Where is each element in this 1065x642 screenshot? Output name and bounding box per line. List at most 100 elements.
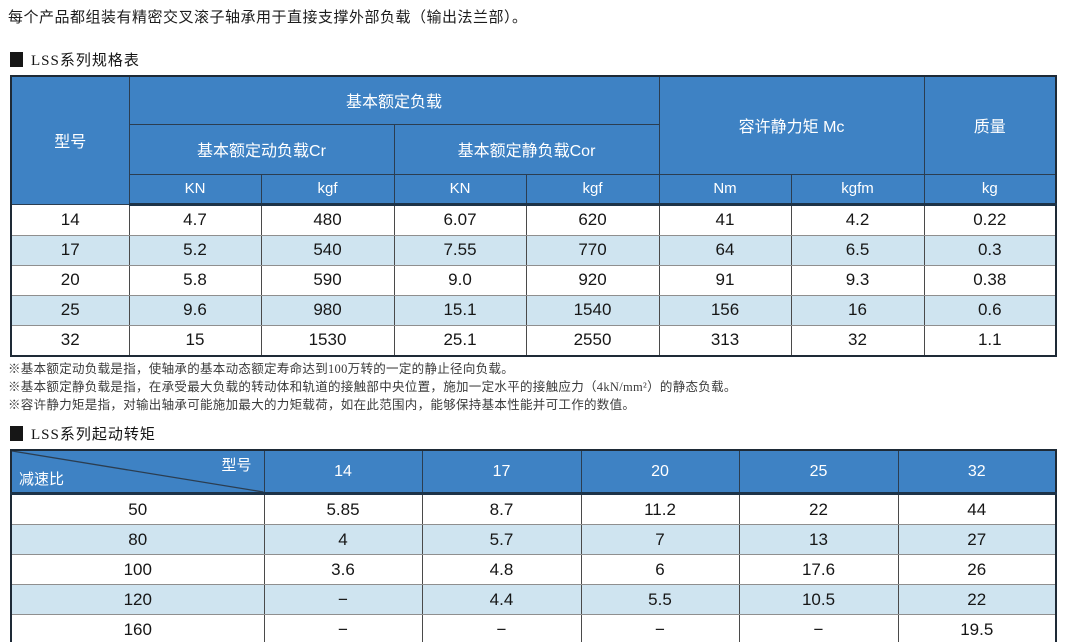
section-title-spec: LSS系列规格表 bbox=[10, 49, 140, 70]
value-cell: 6.07 bbox=[393, 203, 527, 236]
value-cell: 5.85 bbox=[263, 493, 423, 525]
value-cell: 9.6 bbox=[128, 294, 262, 326]
value-cell: 6 bbox=[580, 554, 740, 585]
value-cell: 5.5 bbox=[580, 584, 740, 615]
corner-label-model: 型号 bbox=[221, 457, 252, 474]
ratio-cell: 50 bbox=[10, 493, 265, 525]
model-column-header: 25 bbox=[738, 449, 899, 495]
model-cell: 25 bbox=[10, 294, 130, 326]
value-cell: − bbox=[263, 584, 423, 615]
value-cell: 26 bbox=[897, 554, 1057, 585]
model-column-header: 20 bbox=[580, 449, 740, 495]
value-cell: − bbox=[421, 614, 582, 642]
value-cell: 7 bbox=[580, 524, 740, 555]
torque-table: 型号 减速比 14 17 20 25 32 50 5.85 8.7 11.2 2… bbox=[10, 449, 1057, 642]
spec-row: 20 5.8 590 9.0 920 91 9.3 0.38 bbox=[10, 264, 1057, 296]
value-cell: 22 bbox=[738, 493, 899, 525]
footnote-line: ※容许静力矩是指，对输出轴承可能施加最大的力矩载荷，如在此范围内，能够保持基本性… bbox=[8, 398, 636, 412]
value-cell: 0.22 bbox=[923, 203, 1057, 236]
unit-cell: Nm bbox=[658, 173, 792, 206]
value-cell: 4.2 bbox=[790, 203, 925, 236]
section-title-label: LSS系列规格表 bbox=[31, 53, 140, 69]
corner-label-ratio: 减速比 bbox=[19, 471, 65, 488]
value-cell: 4.4 bbox=[421, 584, 582, 615]
ratio-cell: 160 bbox=[10, 614, 265, 642]
value-cell: 313 bbox=[658, 324, 792, 356]
value-cell: 4 bbox=[263, 524, 423, 555]
value-cell: 15.1 bbox=[393, 294, 527, 326]
value-cell: 3.6 bbox=[263, 554, 423, 585]
value-cell: 590 bbox=[260, 264, 395, 296]
torque-row: 160 − − − − 19.5 bbox=[10, 614, 1057, 642]
model-cell: 14 bbox=[10, 203, 130, 236]
model-column-header: 17 bbox=[421, 449, 582, 495]
value-cell: 540 bbox=[260, 234, 395, 266]
value-cell: 11.2 bbox=[580, 493, 740, 525]
value-cell: 980 bbox=[260, 294, 395, 326]
value-cell: 0.38 bbox=[923, 264, 1057, 296]
header-model: 型号 bbox=[10, 75, 130, 205]
spec-row: 25 9.6 980 15.1 1540 156 16 0.6 bbox=[10, 294, 1057, 326]
value-cell: 10.5 bbox=[738, 584, 899, 615]
header-basic-rated-load: 基本额定负载 bbox=[128, 75, 660, 125]
section-title-torque: LSS系列起动转矩 bbox=[10, 423, 156, 444]
value-cell: 32 bbox=[790, 324, 925, 356]
header-dynamic-load: 基本额定动负载Cr bbox=[128, 123, 395, 175]
value-cell: 22 bbox=[897, 584, 1057, 615]
value-cell: 480 bbox=[260, 203, 395, 236]
ratio-cell: 100 bbox=[10, 554, 265, 585]
unit-cell: kgfm bbox=[790, 173, 925, 206]
value-cell: 1540 bbox=[525, 294, 660, 326]
value-cell: 25.1 bbox=[393, 324, 527, 356]
torque-row: 120 − 4.4 5.5 10.5 22 bbox=[10, 584, 1057, 615]
model-column-header: 32 bbox=[897, 449, 1057, 495]
ratio-cell: 80 bbox=[10, 524, 265, 555]
diagonal-header-cell: 型号 减速比 bbox=[10, 449, 265, 495]
value-cell: 156 bbox=[658, 294, 792, 326]
value-cell: 620 bbox=[525, 203, 660, 236]
header-mass: 质量 bbox=[923, 75, 1057, 175]
value-cell: 770 bbox=[525, 234, 660, 266]
model-cell: 17 bbox=[10, 234, 130, 266]
torque-header-row: 型号 减速比 14 17 20 25 32 bbox=[10, 449, 1057, 495]
footnotes: ※基本额定动负载是指，使轴承的基本动态额定寿命达到100万转的一定的静止径向负载… bbox=[8, 360, 737, 414]
value-cell: 44 bbox=[897, 493, 1057, 525]
value-cell: 91 bbox=[658, 264, 792, 296]
value-cell: − bbox=[263, 614, 423, 642]
value-cell: 5.7 bbox=[421, 524, 582, 555]
value-cell: 5.2 bbox=[128, 234, 262, 266]
section-title-label: LSS系列起动转矩 bbox=[31, 427, 156, 443]
spec-header-row1: 型号 基本额定负载 容许静力矩 Mc 质量 bbox=[10, 75, 1057, 205]
diagonal-line bbox=[12, 451, 264, 492]
value-cell: 0.3 bbox=[923, 234, 1057, 266]
model-column-header: 14 bbox=[263, 449, 423, 495]
ratio-cell: 120 bbox=[10, 584, 265, 615]
value-cell: 2550 bbox=[525, 324, 660, 356]
value-cell: 19.5 bbox=[897, 614, 1057, 642]
spec-header-units: KN kgf KN kgf Nm kgfm kg bbox=[11, 173, 1057, 206]
unit-cell: kgf bbox=[525, 173, 660, 206]
intro-text: 每个产品都组装有精密交叉滚子轴承用于直接支撑外部负载（输出法兰部）。 bbox=[8, 10, 528, 26]
header-allowable-static-moment: 容许静力矩 Mc bbox=[658, 75, 925, 175]
unit-cell: KN bbox=[128, 173, 262, 206]
value-cell: 1.1 bbox=[923, 324, 1057, 356]
spec-row: 32 15 1530 25.1 2550 313 32 1.1 bbox=[10, 324, 1057, 356]
section-marker-icon bbox=[10, 52, 23, 67]
spec-row: 14 4.7 480 6.07 620 41 4.2 0.22 bbox=[10, 203, 1057, 236]
spec-row: 17 5.2 540 7.55 770 64 6.5 0.3 bbox=[10, 234, 1057, 266]
model-cell: 20 bbox=[10, 264, 130, 296]
section-marker-icon bbox=[10, 426, 23, 441]
value-cell: 64 bbox=[658, 234, 792, 266]
value-cell: 0.6 bbox=[923, 294, 1057, 326]
unit-cell: kgf bbox=[260, 173, 395, 206]
footnote-line: ※基本额定动负载是指，使轴承的基本动态额定寿命达到100万转的一定的静止径向负载… bbox=[8, 362, 515, 376]
value-cell: 27 bbox=[897, 524, 1057, 555]
value-cell: 4.7 bbox=[128, 203, 262, 236]
value-cell: 15 bbox=[128, 324, 262, 356]
value-cell: 920 bbox=[525, 264, 660, 296]
unit-cell: kg bbox=[923, 173, 1057, 206]
torque-row: 80 4 5.7 7 13 27 bbox=[10, 524, 1057, 555]
footnote-line: ※基本额定静负载是指，在承受最大负载的转动体和轨道的接触部中央位置，施加一定水平… bbox=[8, 380, 737, 394]
value-cell: − bbox=[738, 614, 899, 642]
value-cell: 9.3 bbox=[790, 264, 925, 296]
